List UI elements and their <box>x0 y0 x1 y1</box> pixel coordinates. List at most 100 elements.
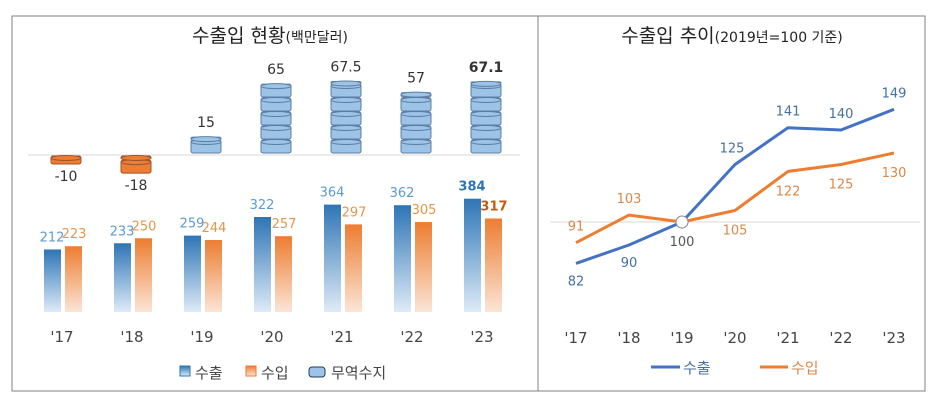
export-bar <box>114 243 131 312</box>
balance-disk-top <box>400 139 432 145</box>
import-bar <box>205 240 222 312</box>
import-value-label: 317 <box>480 199 507 214</box>
balance-value-label: -10 <box>55 169 78 185</box>
balance-disk-top <box>470 139 502 145</box>
x-axis-tick-label: '18 <box>120 328 143 346</box>
base-year-marker <box>675 215 689 229</box>
balance-value-label: 57 <box>407 71 425 87</box>
x-axis-tick-label: '19 <box>190 328 213 346</box>
balance-disk-top <box>400 125 432 131</box>
x-axis-tick-label: '17 <box>50 328 73 346</box>
balance-value-label: 65 <box>267 62 285 78</box>
import-bar <box>135 238 152 312</box>
balance-disk-top <box>190 136 222 143</box>
import-bar <box>275 236 292 312</box>
left-chart-title: 수출입 현황(백만달러) <box>192 25 348 47</box>
balance-disk-top <box>50 155 82 161</box>
import-bar <box>65 246 82 312</box>
import-value-label: 105 <box>723 224 748 239</box>
balance-disk-top <box>330 125 362 131</box>
x-axis-tick-label: '22 <box>400 328 423 346</box>
import-value-label: 250 <box>132 219 157 234</box>
import-value-label: 91 <box>568 220 585 235</box>
balance-disk-top <box>330 139 362 145</box>
export-value-label: 125 <box>720 142 745 157</box>
export-value-label: 82 <box>568 274 585 289</box>
x-axis-tick-label: '23 <box>882 329 905 347</box>
export-bar <box>464 198 481 312</box>
balance-disk-top <box>260 111 292 117</box>
x-axis-tick-label: '20 <box>723 329 746 347</box>
export-value-label: 141 <box>776 105 801 120</box>
base-value-label: 100 <box>670 235 695 250</box>
import-value-label: 122 <box>776 184 801 199</box>
export-value-label: 364 <box>320 186 345 201</box>
balance-disk-top <box>330 111 362 117</box>
balance-value-label: -18 <box>125 178 148 194</box>
legend-cylinder-icon <box>308 366 326 378</box>
balance-disk-top <box>260 97 292 103</box>
balance-disk-top <box>470 80 502 87</box>
legend-import-label: 수입 <box>261 364 289 382</box>
legend-export-label: 수출 <box>195 364 223 382</box>
export-value-label: 233 <box>110 224 135 239</box>
balance-disk-top <box>400 91 432 98</box>
balance-disk-top <box>260 83 292 90</box>
import-value-label: 305 <box>412 203 437 218</box>
right-panel-border <box>537 15 926 392</box>
import-value-label: 223 <box>62 227 87 242</box>
export-bar <box>44 249 61 312</box>
x-axis-tick-label: '23 <box>470 328 493 346</box>
balance-disk-top <box>330 97 362 103</box>
export-bar <box>184 235 201 312</box>
balance-disk-top <box>470 125 502 131</box>
balance-disk-top <box>120 155 152 161</box>
x-axis-tick-label: '20 <box>260 328 283 346</box>
x-axis-tick-label: '22 <box>829 329 852 347</box>
balance-disk-top <box>330 80 362 87</box>
import-value-label: 244 <box>202 221 227 236</box>
export-value-label: 90 <box>621 256 638 271</box>
export-value-label: 384 <box>458 180 485 195</box>
x-axis-tick-label: '21 <box>330 328 353 346</box>
import-bar <box>345 224 362 312</box>
balance-disk-top <box>400 97 432 103</box>
x-axis-tick-label: '21 <box>776 329 799 347</box>
legend-balance-label: 무역수지 <box>331 364 386 382</box>
balance-value-label: 15 <box>197 115 215 131</box>
import-bar <box>485 218 502 312</box>
left-panel-border <box>11 15 539 392</box>
legend-export-swatch <box>179 365 191 377</box>
import-value-label: 103 <box>617 192 642 207</box>
x-axis-tick-label: '19 <box>670 329 693 347</box>
x-axis-tick-label: '17 <box>564 329 587 347</box>
export-line <box>575 107 895 265</box>
export-value-label: 322 <box>250 198 275 213</box>
legend-import-swatch <box>245 365 257 377</box>
import-bar <box>415 222 432 312</box>
export-bar <box>394 205 411 312</box>
export-value-label: 212 <box>40 230 65 245</box>
export-bar <box>324 204 341 312</box>
import-value-label: 130 <box>882 166 907 181</box>
import-value-label: 257 <box>272 217 297 232</box>
import-value-label: 297 <box>342 205 367 220</box>
export-bar <box>254 217 271 312</box>
balance-disk-top <box>400 111 432 117</box>
legend-export-label: 수출 <box>683 359 711 377</box>
export-value-label: 362 <box>390 186 415 201</box>
import-value-label: 125 <box>829 178 854 193</box>
balance-disk-top <box>470 97 502 103</box>
balance-disk-top <box>260 125 292 131</box>
right-chart-title: 수출입 추이(2019년=100 기준) <box>621 25 843 47</box>
export-value-label: 259 <box>180 217 205 232</box>
export-value-label: 149 <box>882 86 907 101</box>
legend-import-label: 수입 <box>791 359 819 377</box>
balance-value-label: 67.1 <box>469 60 504 76</box>
balance-value-label: 67.5 <box>330 59 361 75</box>
balance-disk-top <box>260 139 292 145</box>
balance-disk-top <box>470 111 502 117</box>
import-line <box>575 151 895 245</box>
